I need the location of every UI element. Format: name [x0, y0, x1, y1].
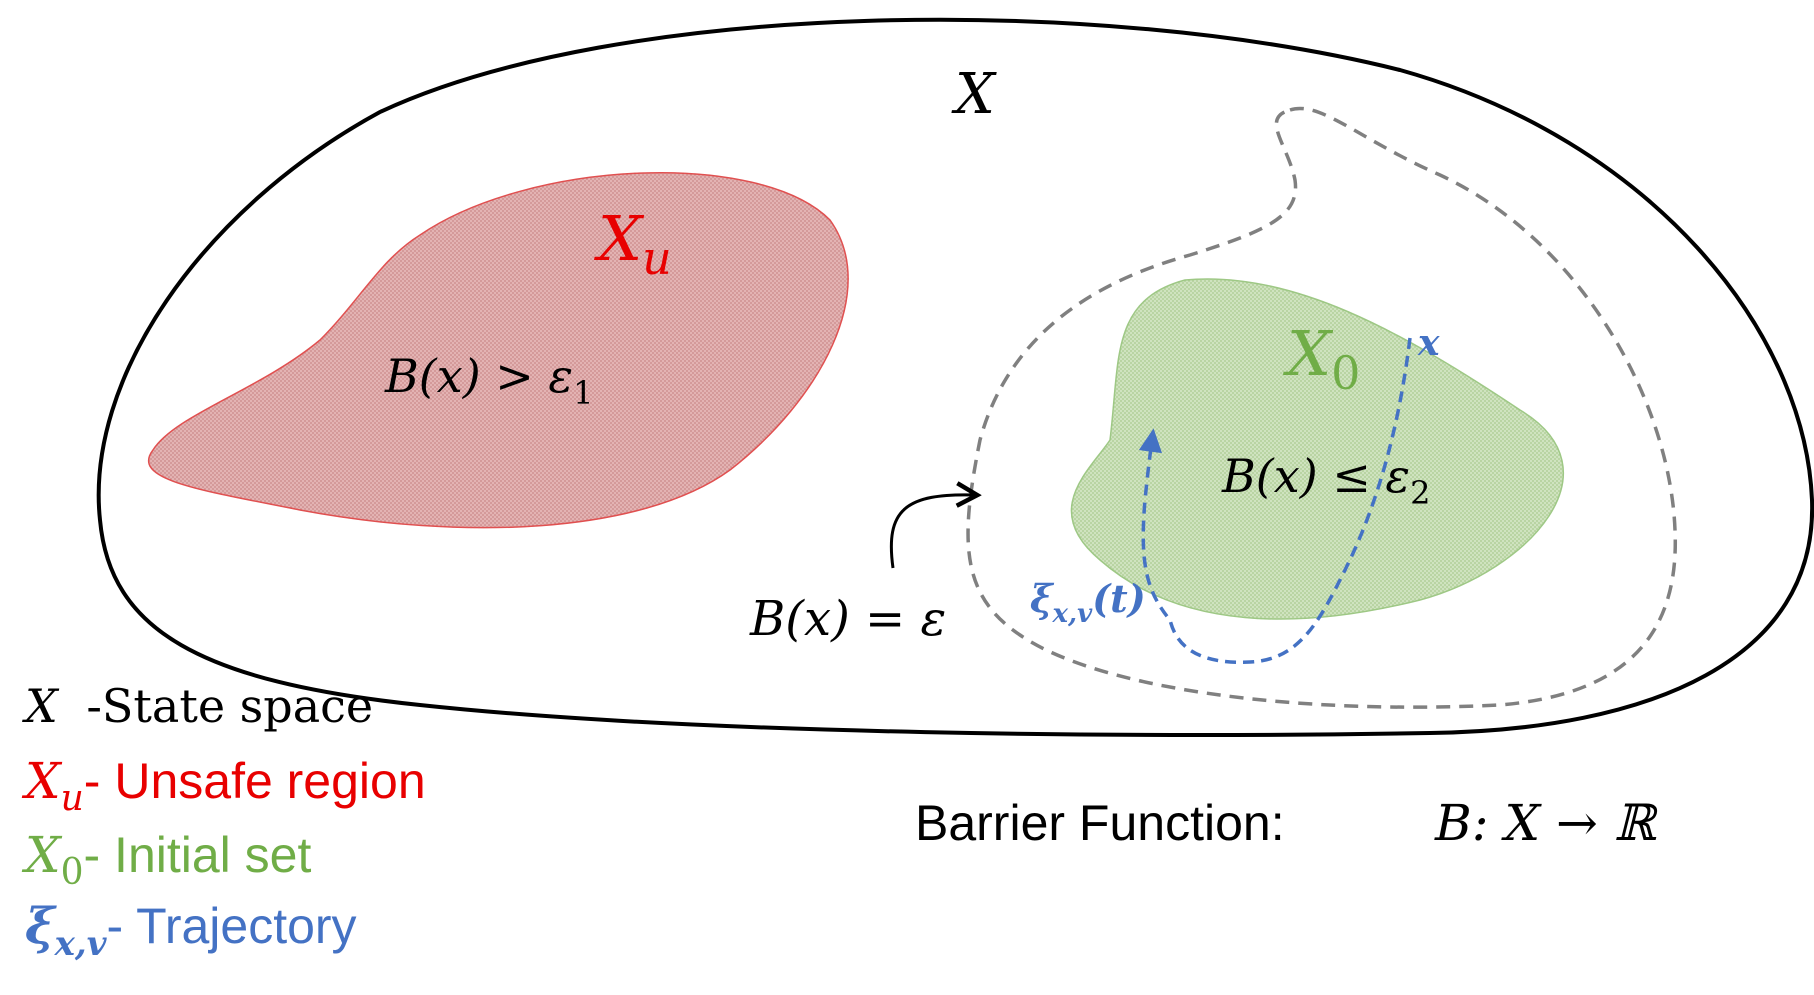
initial-set-label: X0 — [1283, 317, 1360, 400]
trajectory-end-label: x — [1417, 322, 1440, 364]
legend-item-state-space: X -State space — [22, 679, 373, 733]
trajectory-label: ξx,v(t) — [1030, 576, 1146, 629]
unsafe-region — [147, 171, 849, 529]
legend-item-trajectory: ξx,v- Trajectory — [25, 896, 357, 964]
legend-item-initial: X0- Initial set — [21, 826, 311, 893]
initial-condition: B(x) ≤ ε2 — [1221, 449, 1430, 512]
initial-set — [1070, 278, 1565, 620]
state-space-label: X — [951, 62, 997, 127]
unsafe-region-label: Xu — [594, 202, 672, 285]
trajectory-path — [1138, 337, 1412, 664]
level-set-pointer-arrow — [889, 495, 975, 569]
unsafe-condition: B(x) > ε1 — [384, 349, 593, 412]
legend-item-unsafe: Xu- Unsafe region — [21, 752, 426, 819]
barrier-function-caption: Barrier Function: — [915, 795, 1285, 851]
level-set-boundary — [966, 106, 1677, 709]
state-space-boundary — [96, 17, 1814, 737]
level-set-label: B(x) = ε — [749, 591, 946, 647]
barrier-function-formula: B: X → ℝ — [1434, 794, 1659, 852]
legend: X -State space Xu- Unsafe region X0- Ini… — [21, 679, 426, 964]
